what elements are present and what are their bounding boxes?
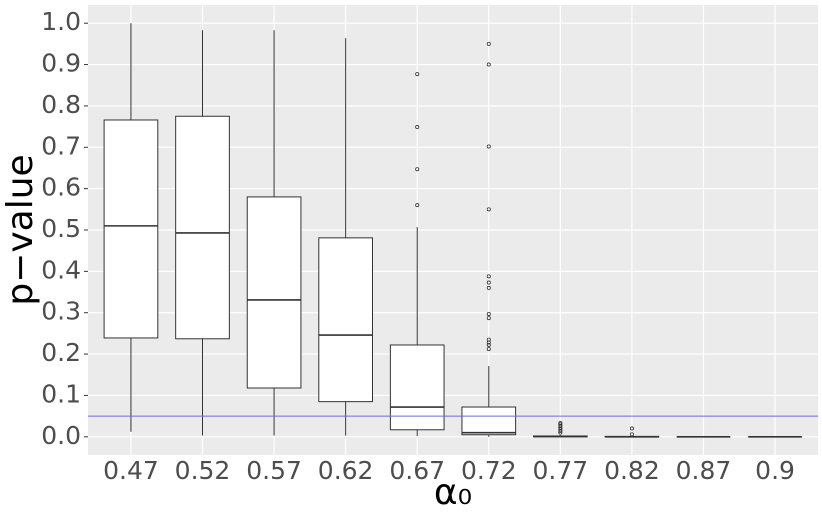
outlier	[486, 207, 491, 212]
outlier	[415, 72, 420, 77]
outlier	[486, 311, 491, 316]
outlier	[486, 316, 491, 321]
y-tick-label: 0.6	[41, 173, 81, 202]
outlier	[486, 342, 491, 347]
box	[175, 115, 230, 340]
outlier	[486, 274, 491, 279]
y-tick-label: 0.0	[41, 421, 81, 450]
x-tick-label: 0.9	[755, 456, 795, 485]
outlier	[486, 62, 491, 67]
x-tick-label: 0.82	[604, 456, 660, 485]
y-tick-label: 0.2	[41, 338, 81, 367]
outlier	[486, 347, 491, 352]
x-tick-label: 0.72	[461, 456, 517, 485]
outlier	[415, 125, 420, 130]
outlier	[486, 41, 491, 46]
box	[318, 237, 373, 403]
y-tick-label: 0.8	[41, 90, 81, 119]
outlier	[558, 429, 563, 434]
y-tick-label: 0.4	[41, 255, 81, 284]
outlier	[629, 432, 634, 437]
y-tick-label: 0.5	[41, 214, 81, 243]
outlier	[486, 285, 491, 290]
x-tick-label: 0.47	[103, 456, 159, 485]
x-tick-label: 0.87	[676, 456, 732, 485]
outlier	[415, 167, 420, 172]
y-tick-label: 0.1	[41, 379, 81, 408]
y-tick-label: 0.3	[41, 297, 81, 326]
outlier	[486, 340, 491, 345]
box	[246, 196, 302, 389]
box	[461, 406, 517, 436]
outlier	[486, 280, 491, 285]
x-tick-label: 0.52	[175, 456, 231, 485]
outlier	[629, 426, 634, 431]
outlier	[558, 430, 563, 435]
x-tick-label: 0.62	[318, 456, 374, 485]
y-tick-label: 0.9	[41, 49, 81, 78]
outlier	[486, 144, 491, 149]
plot-layer	[88, 5, 818, 455]
box	[389, 344, 445, 431]
x-tick-label: 0.67	[389, 456, 445, 485]
x-tick-label: 0.57	[246, 456, 302, 485]
y-tick-label: 0.7	[41, 131, 81, 160]
y-axis-title: p−value	[0, 154, 41, 305]
box	[103, 119, 159, 339]
x-axis-title: α₀	[434, 472, 472, 513]
x-tick-label: 0.77	[533, 456, 589, 485]
y-tick-label: 1.0	[41, 7, 81, 36]
outlier	[415, 203, 420, 208]
